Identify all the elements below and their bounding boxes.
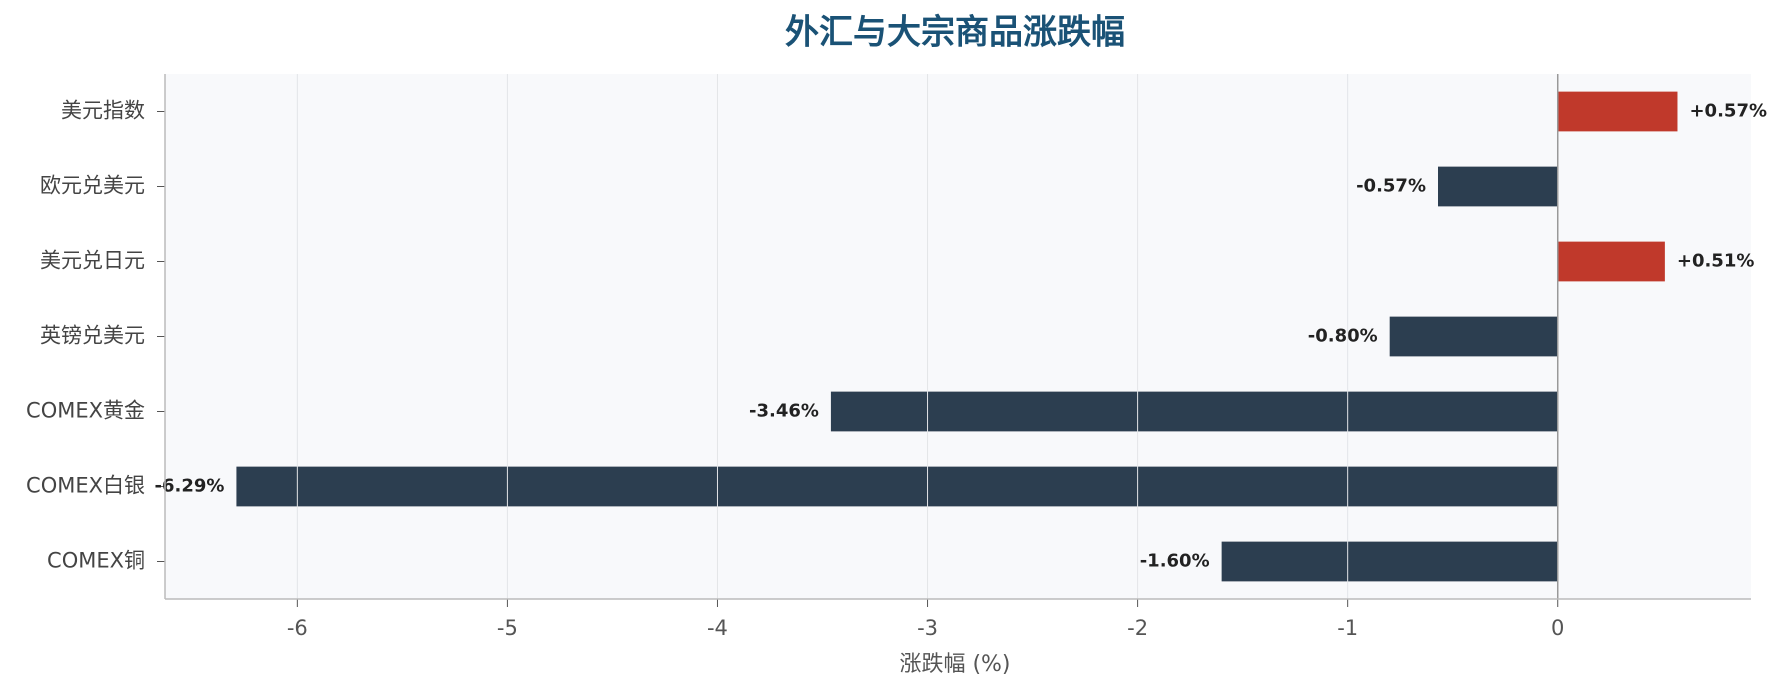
x-axis-label: 涨跌幅 (%) (899, 652, 1010, 677)
x-tick-label: -5 (497, 616, 518, 640)
y-tick-label: 美元指数 (61, 99, 145, 123)
bar (830, 391, 1558, 432)
value-label: -3.46% (749, 401, 819, 422)
bar (1221, 541, 1558, 582)
bar (1389, 316, 1558, 357)
x-tick-label: -2 (1127, 616, 1148, 640)
bar (1557, 91, 1678, 132)
value-label: -0.57% (1356, 176, 1426, 197)
x-tick-label: -3 (917, 616, 938, 640)
y-tick-label: 英镑兑美元 (40, 324, 145, 348)
x-tick-label: -1 (1337, 616, 1358, 640)
bar (1438, 166, 1558, 207)
y-tick-label: COMEX铜 (47, 549, 145, 573)
x-tick-label: -6 (287, 616, 308, 640)
value-label: -1.60% (1140, 551, 1210, 572)
value-label: -6.29% (155, 476, 225, 497)
y-tick-label: 欧元兑美元 (40, 174, 145, 198)
value-label: +0.51% (1677, 251, 1755, 272)
y-tick-label: 美元兑日元 (40, 249, 145, 273)
x-tick-label: 0 (1551, 616, 1564, 640)
value-label: +0.57% (1689, 101, 1767, 122)
y-tick-label: COMEX白银 (26, 474, 145, 498)
x-tick-label: -4 (707, 616, 728, 640)
bar (236, 466, 1558, 507)
chart-title: 外汇与大宗商品涨跌幅 (785, 13, 1125, 53)
bar (1557, 241, 1665, 282)
value-label: -0.80% (1308, 326, 1378, 347)
y-tick-label: COMEX黄金 (26, 399, 145, 423)
